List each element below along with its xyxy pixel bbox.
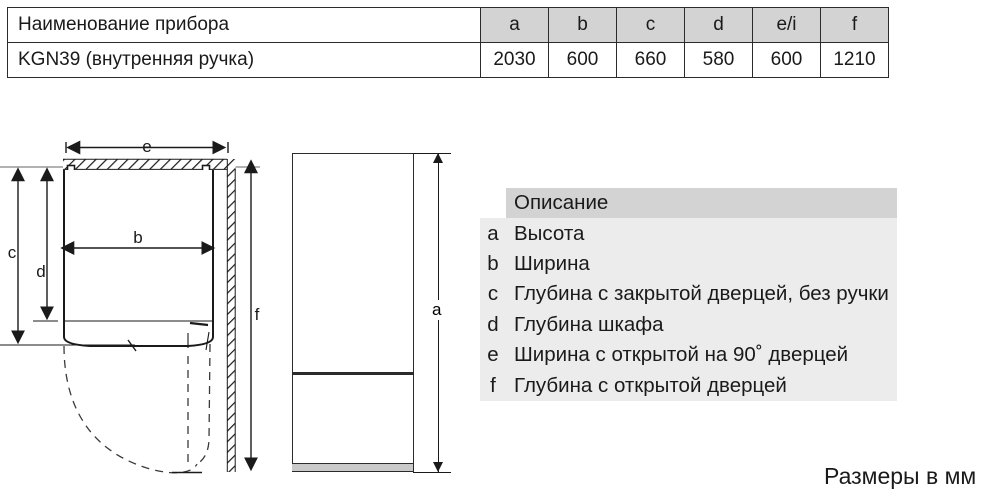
svg-text:c: c [8,243,17,262]
svg-text:d: d [36,262,45,281]
svg-text:f: f [255,305,260,324]
svg-text:e: e [142,137,151,156]
svg-text:b: b [133,228,142,247]
